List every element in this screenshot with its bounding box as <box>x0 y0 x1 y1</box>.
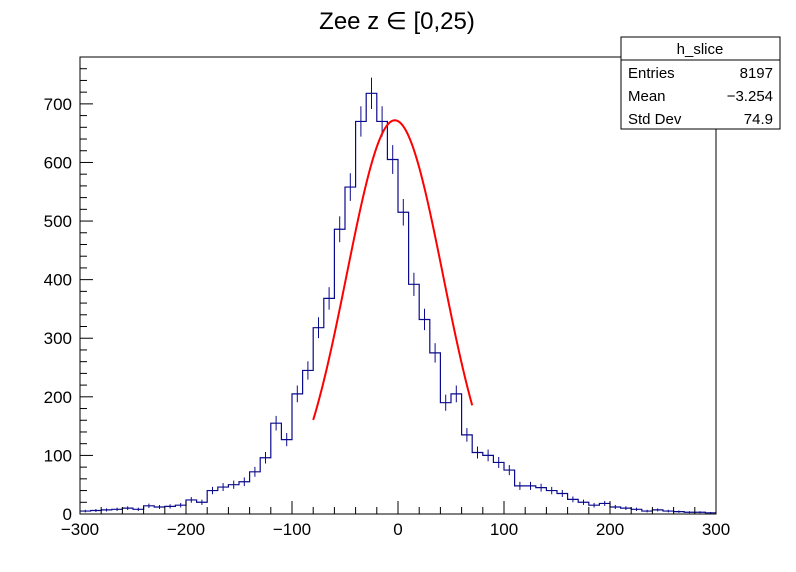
y-axis: 0 100 200 300 400 500 600 700 <box>44 68 93 524</box>
y-tick-label: 400 <box>44 271 72 290</box>
stats-box: h_slice Entries 8197 Mean −3.254 Std Dev… <box>620 36 781 130</box>
chart-title: Zee z ∈ [0,25) <box>319 8 475 35</box>
error-bars-layer <box>84 77 712 514</box>
fit-layer <box>312 119 474 421</box>
y-tick-label: 300 <box>44 329 72 348</box>
x-tick-label: −300 <box>61 520 99 539</box>
x-tick-label: −100 <box>273 520 311 539</box>
y-tick-label: 700 <box>44 95 72 114</box>
x-axis: −300 −200 −100 0 100 200 300 <box>61 501 730 539</box>
stats-box-title: h_slice <box>677 41 724 58</box>
x-tick-label: 100 <box>490 520 518 539</box>
stats-entries-label: Entries <box>628 65 675 82</box>
y-tick-label: 600 <box>44 153 72 172</box>
x-tick-label: 200 <box>596 520 624 539</box>
stats-mean-value: −3.254 <box>727 88 773 105</box>
x-tick-label: −200 <box>167 520 205 539</box>
gaussian-fit-curve <box>312 119 474 421</box>
stats-mean-label: Mean <box>628 88 666 105</box>
y-tick-label: 200 <box>44 388 72 407</box>
y-tick-label: 0 <box>63 505 72 524</box>
x-tick-label: 300 <box>702 520 730 539</box>
stats-stddev-label: Std Dev <box>628 111 682 128</box>
y-tick-label: 500 <box>44 212 72 231</box>
stats-entries-value: 8197 <box>740 65 773 82</box>
stats-stddev-value: 74.9 <box>744 111 773 128</box>
y-tick-label: 100 <box>44 446 72 465</box>
stats-box-frame <box>620 36 781 130</box>
x-tick-label: 0 <box>393 520 402 539</box>
